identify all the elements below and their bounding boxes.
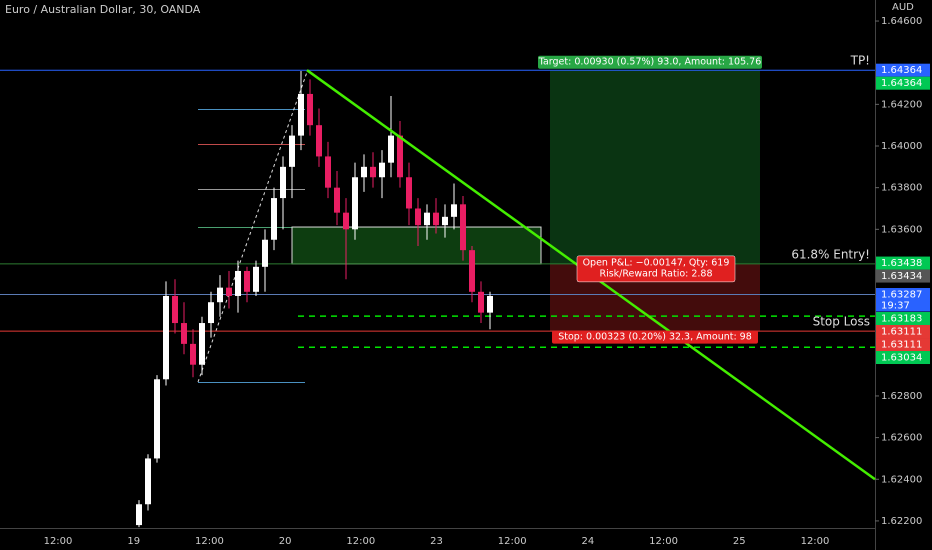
x-tick-label: 12:00 [346, 536, 375, 547]
candle-body [487, 295, 493, 313]
candle-body [136, 504, 142, 526]
price-label-bg [876, 351, 930, 365]
price-label-bg [876, 288, 930, 302]
candle-body [289, 135, 295, 167]
price-label: 1.63183 [881, 314, 922, 325]
position-label: Stop: 0.00323 (0.20%) 32.3, Amount: 98 [558, 332, 752, 343]
candle-body [226, 287, 232, 296]
candle-body [478, 291, 484, 313]
candle-body [379, 162, 385, 178]
candle-body [145, 458, 151, 505]
candle-body [433, 212, 439, 226]
annotation: 61.8% Entry! [791, 247, 870, 261]
price-label-bg [876, 63, 930, 77]
candle-body [415, 208, 421, 226]
candle-body [307, 93, 313, 126]
candle-body [199, 323, 205, 365]
price-label-bg [876, 256, 930, 270]
countdown: 19:37 [881, 301, 910, 312]
y-tick-label: 1.62200 [881, 516, 922, 527]
y-tick-label: 1.63800 [881, 183, 922, 194]
y-tick-label: 1.64000 [881, 141, 922, 152]
x-tick-label: 12:00 [801, 536, 830, 547]
candle-body [334, 187, 340, 213]
price-label-bg [876, 325, 930, 339]
candle-body [271, 198, 277, 240]
pnl-box [576, 255, 736, 283]
candle-body [298, 93, 304, 136]
candle-body [244, 270, 250, 292]
price-label: 1.63434 [881, 271, 922, 282]
fib-diagonal [197, 71, 308, 383]
pnl-label: Open P&L: −0.00147, Qty: 619 [583, 257, 730, 268]
y-tick-label: 1.62800 [881, 391, 922, 402]
rr-label: Risk/Reward Ratio: 2.88 [599, 268, 712, 279]
candle-body [154, 379, 160, 459]
candle-body [442, 216, 448, 226]
currency: AUD [892, 2, 914, 13]
x-tick-label: 12:00 [44, 536, 73, 547]
y-tick-label: 1.63600 [881, 224, 922, 235]
candle-body [460, 204, 466, 251]
x-tick-label: 19 [127, 536, 140, 547]
candle-body [325, 156, 331, 188]
position-label: Target: 0.00930 (0.57%) 93.0, Amount: 10… [538, 57, 762, 68]
candle-body [208, 302, 214, 324]
countdown-bg [876, 299, 930, 312]
x-tick-label: 12:00 [649, 536, 678, 547]
price-label-bg [876, 269, 930, 283]
candle-body [262, 239, 268, 267]
candle-body [352, 177, 358, 230]
x-tick-label: 12:00 [195, 536, 224, 547]
price-label: 1.63438 [881, 258, 922, 269]
price-label-bg [876, 338, 930, 352]
position-label-bg [538, 55, 762, 69]
y-tick-label: 1.64200 [881, 99, 922, 110]
candle-body [370, 166, 376, 178]
price-label: 1.63287 [881, 290, 922, 301]
x-tick-label: 23 [430, 536, 443, 547]
position-label-bg [552, 330, 758, 344]
candle-body [343, 212, 349, 230]
x-tick-label: 20 [279, 536, 292, 547]
y-tick-label: 1.64600 [881, 16, 922, 27]
price-label-bg [876, 312, 930, 326]
price-label: 1.64364 [881, 65, 922, 76]
candle-body [172, 295, 178, 324]
candle-body [424, 212, 430, 226]
entry-zone [291, 226, 542, 265]
candle-body [469, 250, 475, 292]
x-tick-label: 12:00 [498, 536, 527, 547]
price-label: 1.63111 [881, 340, 922, 351]
price-label: 1.63111 [881, 327, 922, 338]
candle-body [190, 343, 196, 365]
fib-lines [197, 71, 308, 383]
candle-body [388, 135, 394, 163]
candle-body [181, 323, 187, 344]
candle-body [280, 166, 286, 199]
candle-body [217, 287, 223, 303]
candle-body [163, 295, 169, 380]
candle-body [316, 125, 322, 157]
candle-body [397, 135, 403, 178]
annotation: Stop Loss [813, 315, 870, 329]
annotation: TP! [850, 54, 870, 68]
price-label: 1.64364 [881, 78, 922, 89]
candle-body [253, 266, 259, 292]
x-tick-label: 25 [733, 536, 746, 547]
candle-body [406, 177, 412, 209]
price-label-bg [876, 76, 930, 90]
candle-body [451, 204, 457, 217]
y-tick-label: 1.62400 [881, 474, 922, 485]
candle-body [235, 270, 241, 296]
chart-title: Euro / Australian Dollar, 30, OANDA [5, 3, 201, 16]
candle-body [361, 166, 367, 178]
x-tick-label: 24 [582, 536, 595, 547]
y-tick-label: 1.62600 [881, 433, 922, 444]
price-label: 1.63034 [881, 353, 922, 364]
target-zone [550, 70, 760, 264]
